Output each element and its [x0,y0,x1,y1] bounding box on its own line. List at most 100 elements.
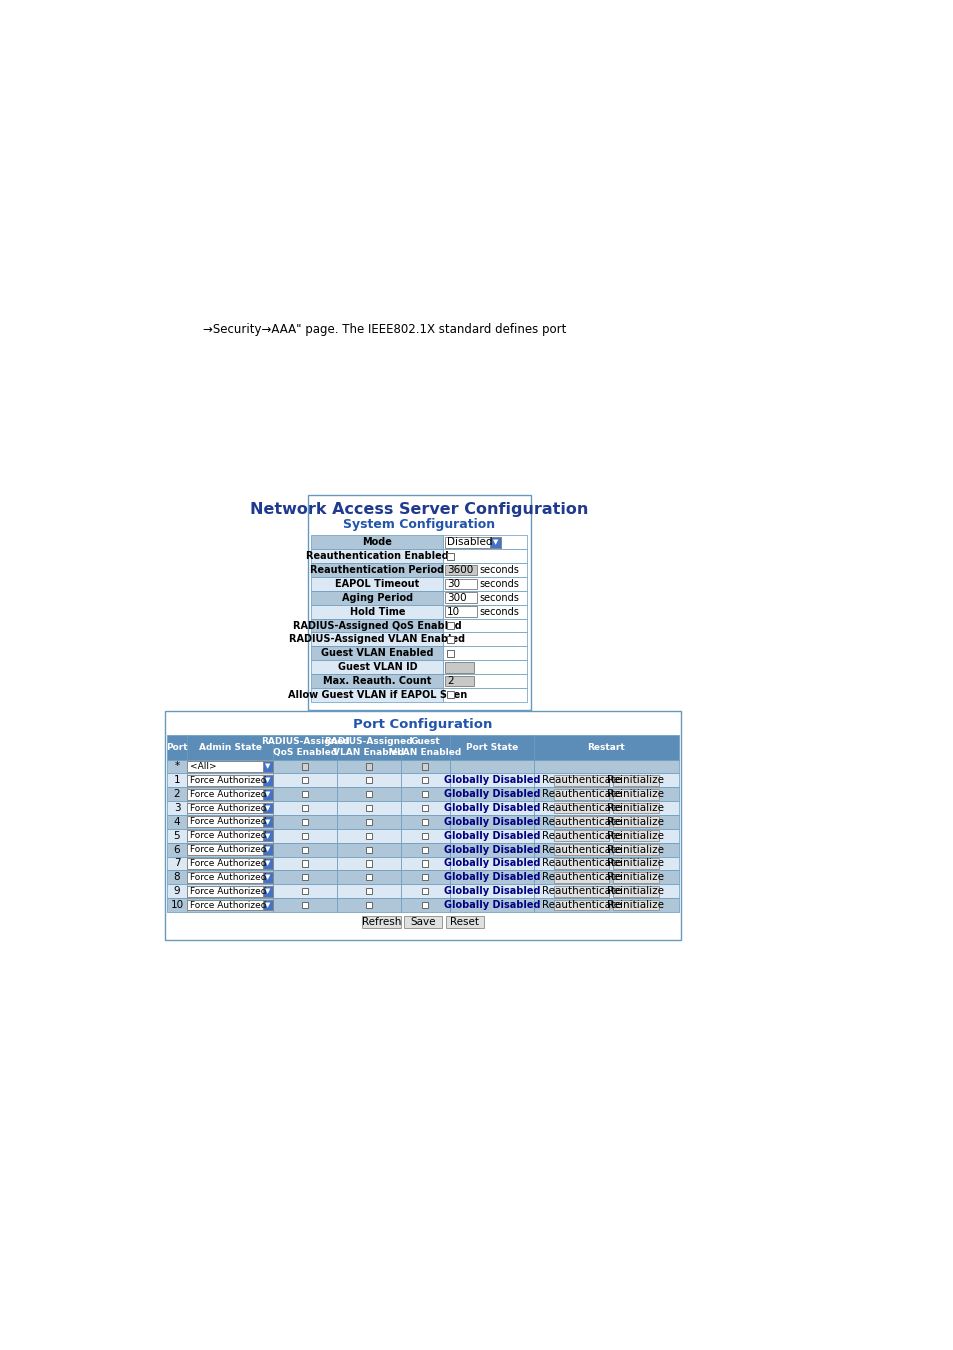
Bar [443,618,526,632]
Bar [553,817,609,828]
Text: 6: 6 [173,845,180,855]
Bar [336,760,400,774]
Bar [400,842,450,856]
Bar [553,788,609,799]
Text: Network Access Server Configuration: Network Access Server Configuration [250,502,588,517]
Text: Reauthentication Period: Reauthentication Period [310,566,444,575]
Text: EAPOL Timeout: EAPOL Timeout [335,579,419,589]
Bar [612,886,659,896]
Text: 2: 2 [173,790,180,799]
Bar [336,774,400,787]
Text: Globally Disabled: Globally Disabled [443,790,539,799]
Bar [422,833,428,838]
Bar [400,774,450,787]
Bar [450,829,534,842]
Bar [422,805,428,811]
Bar [450,842,534,856]
Bar [187,844,273,855]
Bar [365,791,372,798]
Bar [311,618,443,632]
Text: Force Authorized: Force Authorized [190,873,266,882]
Text: Globally Disabled: Globally Disabled [443,830,539,841]
Bar [311,660,443,674]
Bar [262,830,273,841]
Bar [187,856,274,871]
Bar [450,815,534,829]
Bar [274,787,336,801]
Text: Reinitialize: Reinitialize [607,817,663,828]
Bar [450,774,534,787]
Bar [443,688,526,702]
Text: 2: 2 [447,676,454,686]
Bar [534,815,679,829]
Bar [167,774,187,787]
Text: Force Authorized: Force Authorized [190,887,266,895]
Bar [444,579,476,590]
Text: 10: 10 [171,900,183,910]
Bar [187,899,273,910]
Bar [262,817,273,828]
Text: Reauthenticate: Reauthenticate [541,859,620,868]
Bar [444,564,476,575]
Text: ▼: ▼ [493,540,497,545]
Bar [167,871,187,884]
Text: Admin State: Admin State [198,743,261,752]
Bar [336,801,400,815]
Bar [422,860,428,867]
Text: Force Authorized: Force Authorized [190,776,266,784]
Text: 9: 9 [173,886,180,896]
Text: Disabled: Disabled [447,537,492,547]
Bar [361,915,400,929]
Bar [274,856,336,871]
Bar [400,856,450,871]
Bar [311,576,443,591]
Text: Hold Time: Hold Time [349,606,405,617]
Text: Reset: Reset [450,917,479,927]
Bar [311,605,443,618]
Bar [274,760,336,774]
Text: Reinitialize: Reinitialize [607,790,663,799]
Bar [336,898,400,913]
Bar [302,888,308,894]
Text: ▼: ▼ [265,819,270,825]
Bar [612,817,659,828]
Bar [187,859,273,869]
Text: Aging Period: Aging Period [341,593,413,603]
Bar [336,871,400,884]
Bar [336,842,400,856]
Bar [311,674,443,688]
Bar [187,774,274,787]
Bar [365,763,372,769]
Bar [167,801,187,815]
Bar [365,902,372,909]
Text: Refresh: Refresh [361,917,400,927]
Bar [336,787,400,801]
Text: Guest VLAN ID: Guest VLAN ID [337,662,416,672]
Bar [365,846,372,853]
Bar [274,898,336,913]
Bar [311,591,443,605]
Bar [553,859,609,869]
Bar [187,886,273,896]
Bar [422,875,428,880]
Text: Force Authorized: Force Authorized [190,790,266,799]
Bar [302,805,308,811]
Bar [612,803,659,814]
Bar [187,842,274,856]
Text: Force Authorized: Force Authorized [190,859,266,868]
Bar [400,787,450,801]
Bar [534,884,679,898]
Text: Force Authorized: Force Authorized [190,803,266,813]
Text: Reinitialize: Reinitialize [607,859,663,868]
Text: Globally Disabled: Globally Disabled [443,845,539,855]
Bar [302,875,308,880]
Bar [450,898,534,913]
Text: Reauthenticate: Reauthenticate [541,775,620,786]
Text: Restart: Restart [587,743,624,752]
Bar [167,842,187,856]
Bar [612,830,659,841]
Bar [447,552,454,560]
Text: <All>: <All> [190,761,216,771]
Bar [534,829,679,842]
Text: RADIUS-Assigned VLAN Enabled: RADIUS-Assigned VLAN Enabled [289,634,465,644]
